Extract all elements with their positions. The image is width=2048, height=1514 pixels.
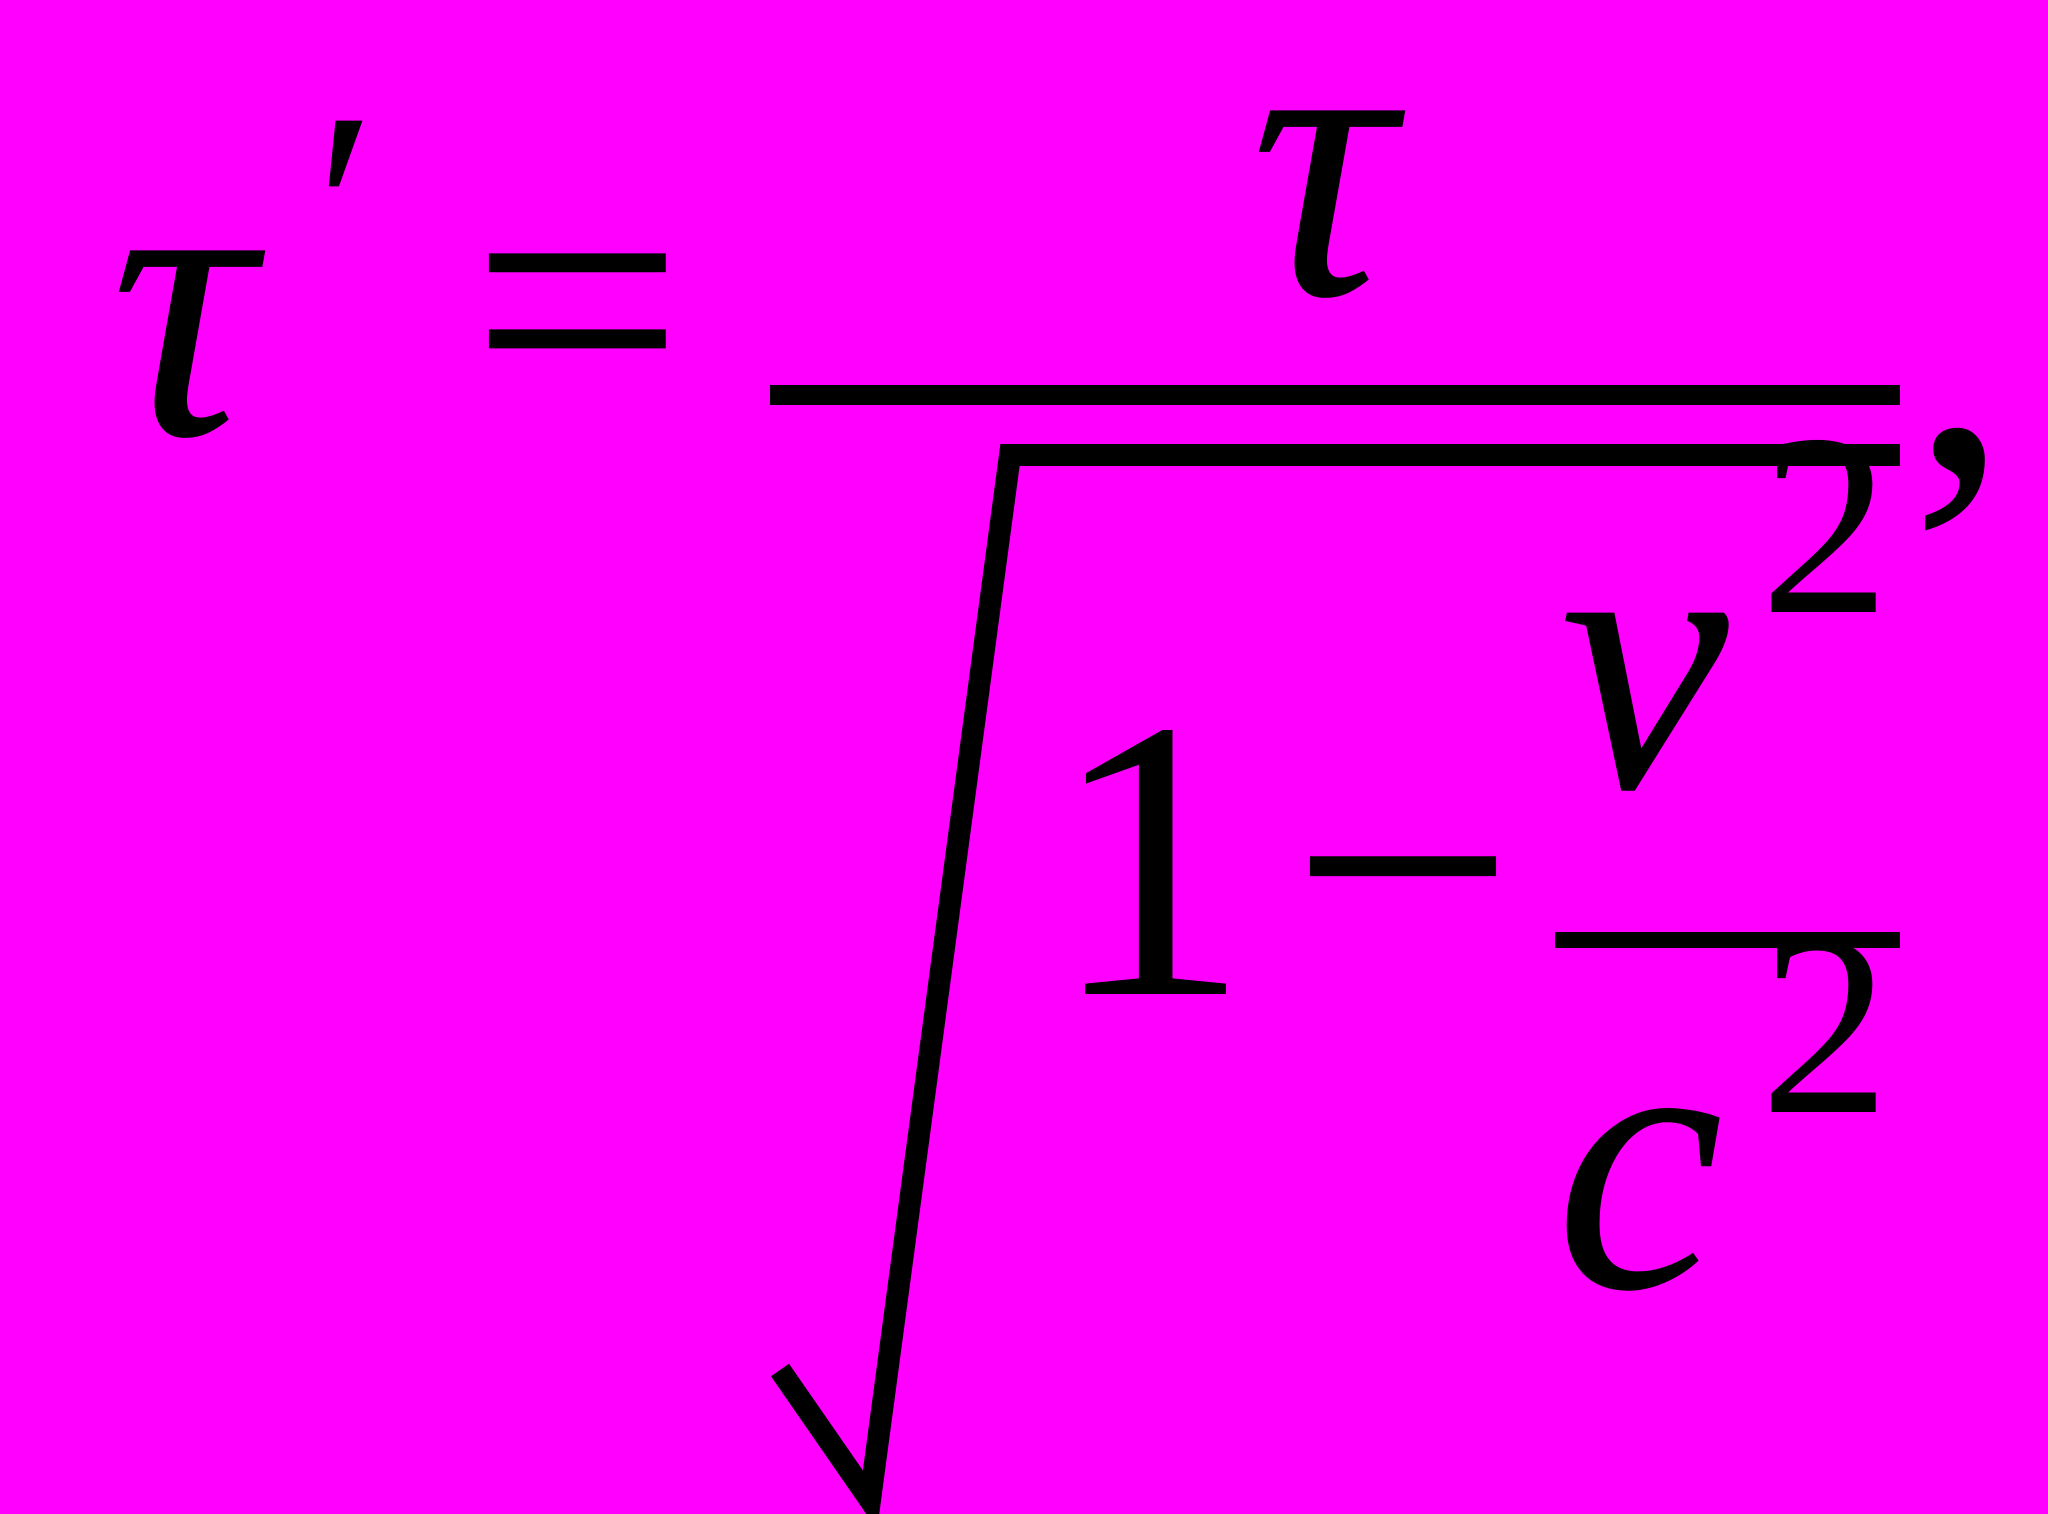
inner-fraction-bar xyxy=(0,0,2048,1514)
denom-v: v xyxy=(1560,470,1729,850)
numerator-tau: τ xyxy=(1250,0,1393,360)
radical-sign xyxy=(0,0,2048,1514)
main-fraction-bar xyxy=(0,0,2048,1514)
denom-c-exponent: 2 xyxy=(1760,895,1890,1155)
trailing-comma: , xyxy=(1910,135,2010,535)
equals-sign: = xyxy=(470,110,684,490)
lhs-tau: τ xyxy=(110,100,253,500)
denom-one: 1 xyxy=(1050,660,1250,1060)
lhs-prime: ′ xyxy=(315,70,376,350)
denom-minus: − xyxy=(1290,665,1516,1065)
denom-v-exponent: 2 xyxy=(1760,395,1890,655)
denom-c: c xyxy=(1555,970,1724,1350)
time-dilation-equation: τ ′ = τ 1 − v 2 c 2 , xyxy=(0,0,2048,1514)
